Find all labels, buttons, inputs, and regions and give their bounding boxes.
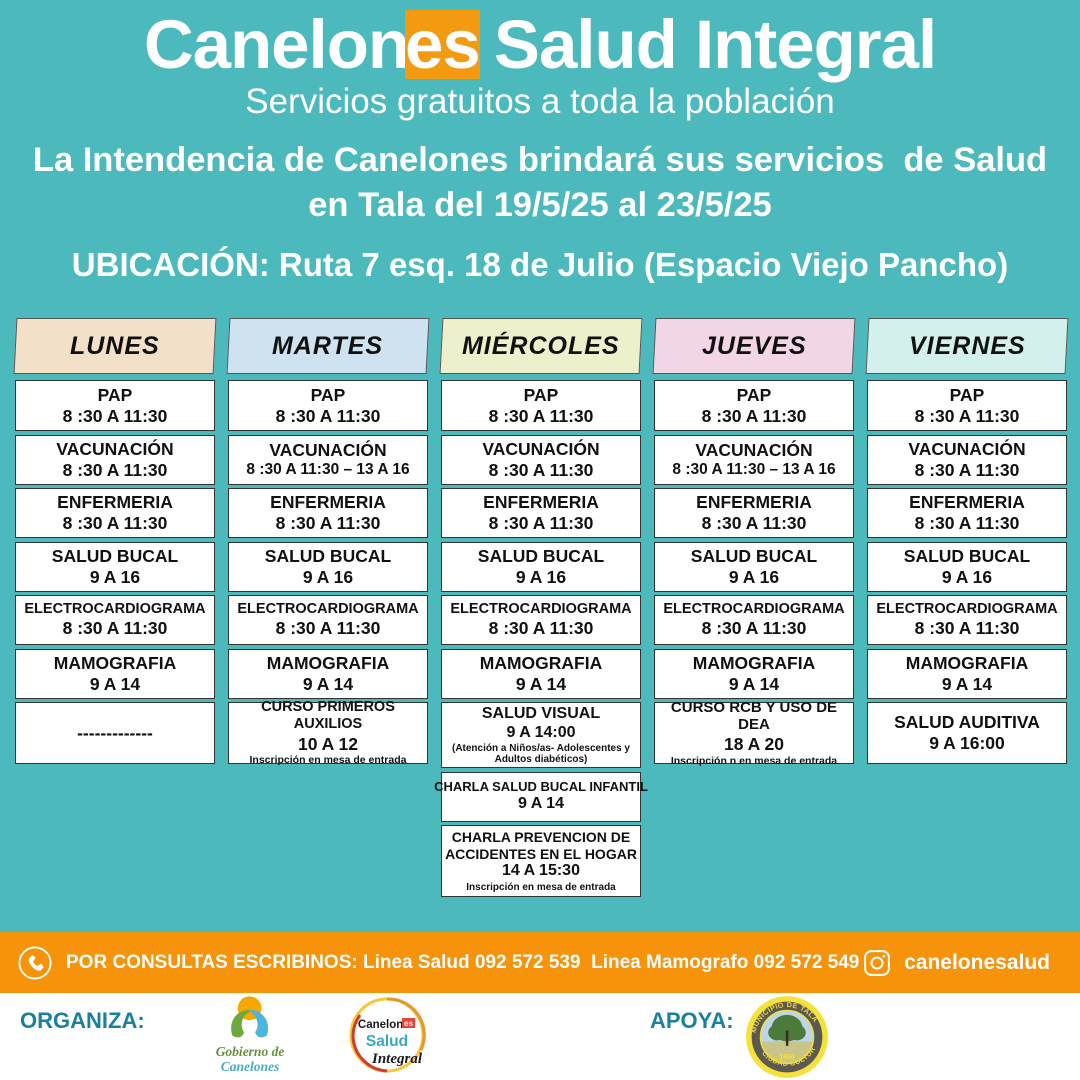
svg-text:es: es xyxy=(404,1019,413,1028)
svg-text:Integral: Integral xyxy=(371,1051,423,1067)
svg-text:Salud: Salud xyxy=(366,1033,408,1050)
